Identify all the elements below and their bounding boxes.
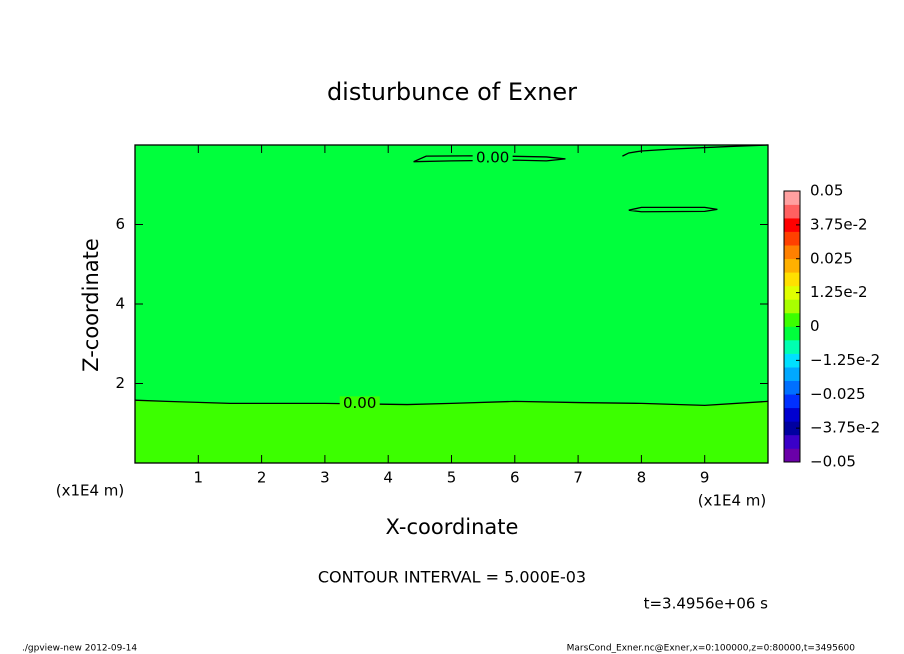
colorbar-band (784, 272, 800, 287)
contour-label-bg (339, 396, 380, 411)
x-tick-label: 5 (447, 469, 457, 487)
filled-region (135, 400, 768, 463)
colorbar-band (784, 394, 800, 409)
colorbar-band (784, 448, 800, 463)
colorbar-band (784, 204, 800, 219)
colorbar-band (784, 367, 800, 381)
colorbar-tick-label: 0 (810, 317, 820, 335)
colorbar-tick-label: −1.25e-2 (810, 351, 880, 369)
colorbar-band (784, 231, 800, 246)
colorbar-band (784, 258, 800, 273)
x-tick-label: 8 (637, 469, 647, 487)
x-unit: (x1E4 m) (56, 482, 125, 500)
colorbar-tick-label: −0.05 (810, 453, 856, 471)
y-tick-label: 2 (115, 374, 125, 392)
colorbar-band (784, 353, 800, 368)
y-tick-label: 6 (115, 215, 125, 233)
x-tick-label: 6 (510, 469, 520, 487)
x-tick-label: 9 (700, 469, 710, 487)
x-tick-label: 1 (194, 469, 204, 487)
x-tick-label: 4 (383, 469, 393, 487)
footer: MarsCond_Exner.nc@Exner,x=0:100000,z=0:8… (567, 644, 856, 654)
y-axis-label: Z-coordinate (79, 238, 103, 372)
chart-title: disturbunce of Exner (327, 78, 577, 106)
colorbar-band (784, 380, 800, 395)
contour-line (134, 399, 769, 407)
colorbar-band (784, 340, 800, 354)
x-tick-label: 7 (573, 469, 583, 487)
colorbar-tick-label: −3.75e-2 (810, 419, 880, 437)
contour-line (413, 155, 566, 163)
y-tick-label: 4 (115, 295, 125, 313)
colorbar-tick-label: 3.75e-2 (810, 215, 868, 233)
colorbar-band (784, 218, 800, 232)
colorbar-band (784, 299, 800, 314)
contour-label-bg (472, 151, 513, 166)
x-unit: (x1E4 m) (698, 492, 767, 510)
x-tick-label: 3 (320, 469, 330, 487)
x-tick-label: 2 (257, 469, 267, 487)
contour-label: 0.00 (476, 149, 509, 167)
colorbar-band (784, 285, 800, 300)
colorbar-tick-label: 0.05 (810, 182, 843, 200)
colorbar-band (784, 434, 800, 449)
colorbar-tick-label: −0.025 (810, 385, 866, 403)
colorbar-band (784, 407, 800, 422)
colorbar-band (784, 326, 800, 341)
colorbar-band (784, 312, 800, 327)
contour-label: 0.00 (343, 394, 376, 412)
contour-line (628, 206, 718, 213)
footer: ./gpview-new 2012-09-14 (22, 644, 137, 654)
contour-interval: CONTOUR INTERVAL = 5.000E-03 (318, 568, 586, 587)
colorbar-band (784, 421, 800, 436)
contour-line (622, 144, 769, 157)
colorbar-band (784, 245, 800, 260)
colorbar-band (784, 191, 800, 205)
colorbar-tick-label: 1.25e-2 (810, 283, 868, 301)
x-axis-label: X-coordinate (386, 515, 519, 539)
time-label: t=3.4956e+06 s (644, 595, 769, 613)
colorbar-tick-label: 0.025 (810, 249, 853, 267)
